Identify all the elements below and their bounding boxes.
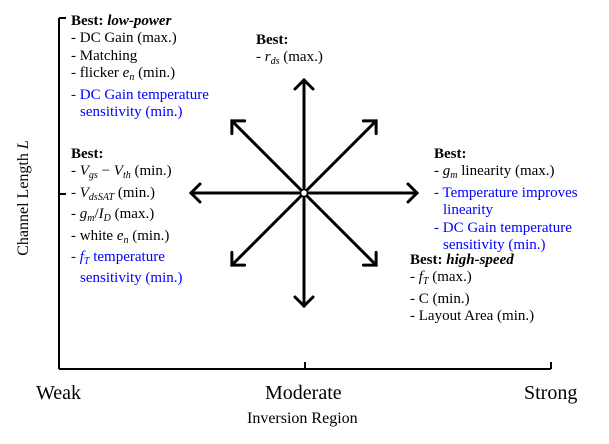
block-line: - rds (max.) [256, 49, 323, 68]
block-line: sensitivity (min.) [80, 270, 183, 287]
y-axis-label: Channel Length L [15, 140, 32, 256]
block-qualifier: high-speed [446, 252, 514, 268]
block-top: Best: - rds (max.) [256, 32, 323, 71]
block-line: - gm/ID (max.) [71, 206, 155, 225]
block-line: - flicker en (min.) [71, 65, 176, 84]
block-qualifier: low-power [107, 13, 172, 29]
block-line: - fT (max.) [410, 269, 472, 288]
arrowhead-left [188, 182, 202, 204]
block-heading: Best: high-speed [410, 252, 514, 268]
arrowhead-down-right [361, 250, 378, 267]
arrow-group [188, 77, 420, 309]
x-tick-label-strong: Strong [524, 382, 578, 404]
arrow-down-left [230, 191, 306, 267]
arrowhead-up [293, 77, 315, 91]
block-line: - Temperature improves [434, 184, 578, 201]
arrow-up-right [302, 119, 378, 195]
block-line: - DC Gain (max.) [71, 30, 177, 47]
arrowhead-down [293, 295, 315, 309]
arrowhead-down-left [230, 250, 247, 267]
block-heading: Best: [256, 32, 289, 48]
block-heading: Best: [434, 146, 467, 162]
block-line: - VdsSAT (min.) [71, 184, 155, 203]
block-line: - DC Gain temperature [434, 219, 572, 236]
arrowhead-up-right [361, 119, 378, 136]
block-left: Best: - Vgs − Vth (min.) - VdsSAT (min.) - … [71, 146, 183, 288]
block-line: - Vgs − Vth (min.) [71, 163, 172, 182]
block-low-power: Best: low-power - DC Gain (max.) - Matchin… [71, 13, 209, 121]
block-line: - white en (min.) [71, 227, 170, 246]
block-heading: Best: [71, 146, 104, 162]
arrow-down-right [302, 191, 378, 267]
block-line: - gm linearity (max.) [434, 163, 555, 182]
center-node [299, 188, 309, 198]
block-line: - C (min.) [410, 290, 470, 307]
block-line: - fT temperature [71, 249, 165, 268]
block-line: sensitivity (min.) [80, 104, 183, 121]
x-tick-label-moderate: Moderate [265, 382, 342, 404]
arrow-up-left [230, 119, 306, 195]
block-line: - Layout Area (min.) [410, 308, 535, 325]
arrowhead-right [406, 182, 420, 204]
block-line: linearity [443, 202, 493, 219]
y-axis-label-symbol: L [15, 140, 32, 150]
block-high-speed: Best: high-speed - fT (max.) - C (min.) - L… [410, 252, 534, 326]
x-axis-label: Inversion Region [247, 410, 358, 427]
block-line: sensitivity (min.) [443, 237, 546, 254]
block-right: Best: - gm linearity (max.) - Temperature … [434, 146, 578, 254]
block-heading: Best: low-power [71, 13, 172, 29]
x-tick-label-weak: Weak [36, 382, 82, 404]
arrowhead-up-left [230, 119, 247, 136]
block-line: - Matching [71, 47, 138, 64]
block-line: - DC Gain temperature [71, 86, 209, 103]
